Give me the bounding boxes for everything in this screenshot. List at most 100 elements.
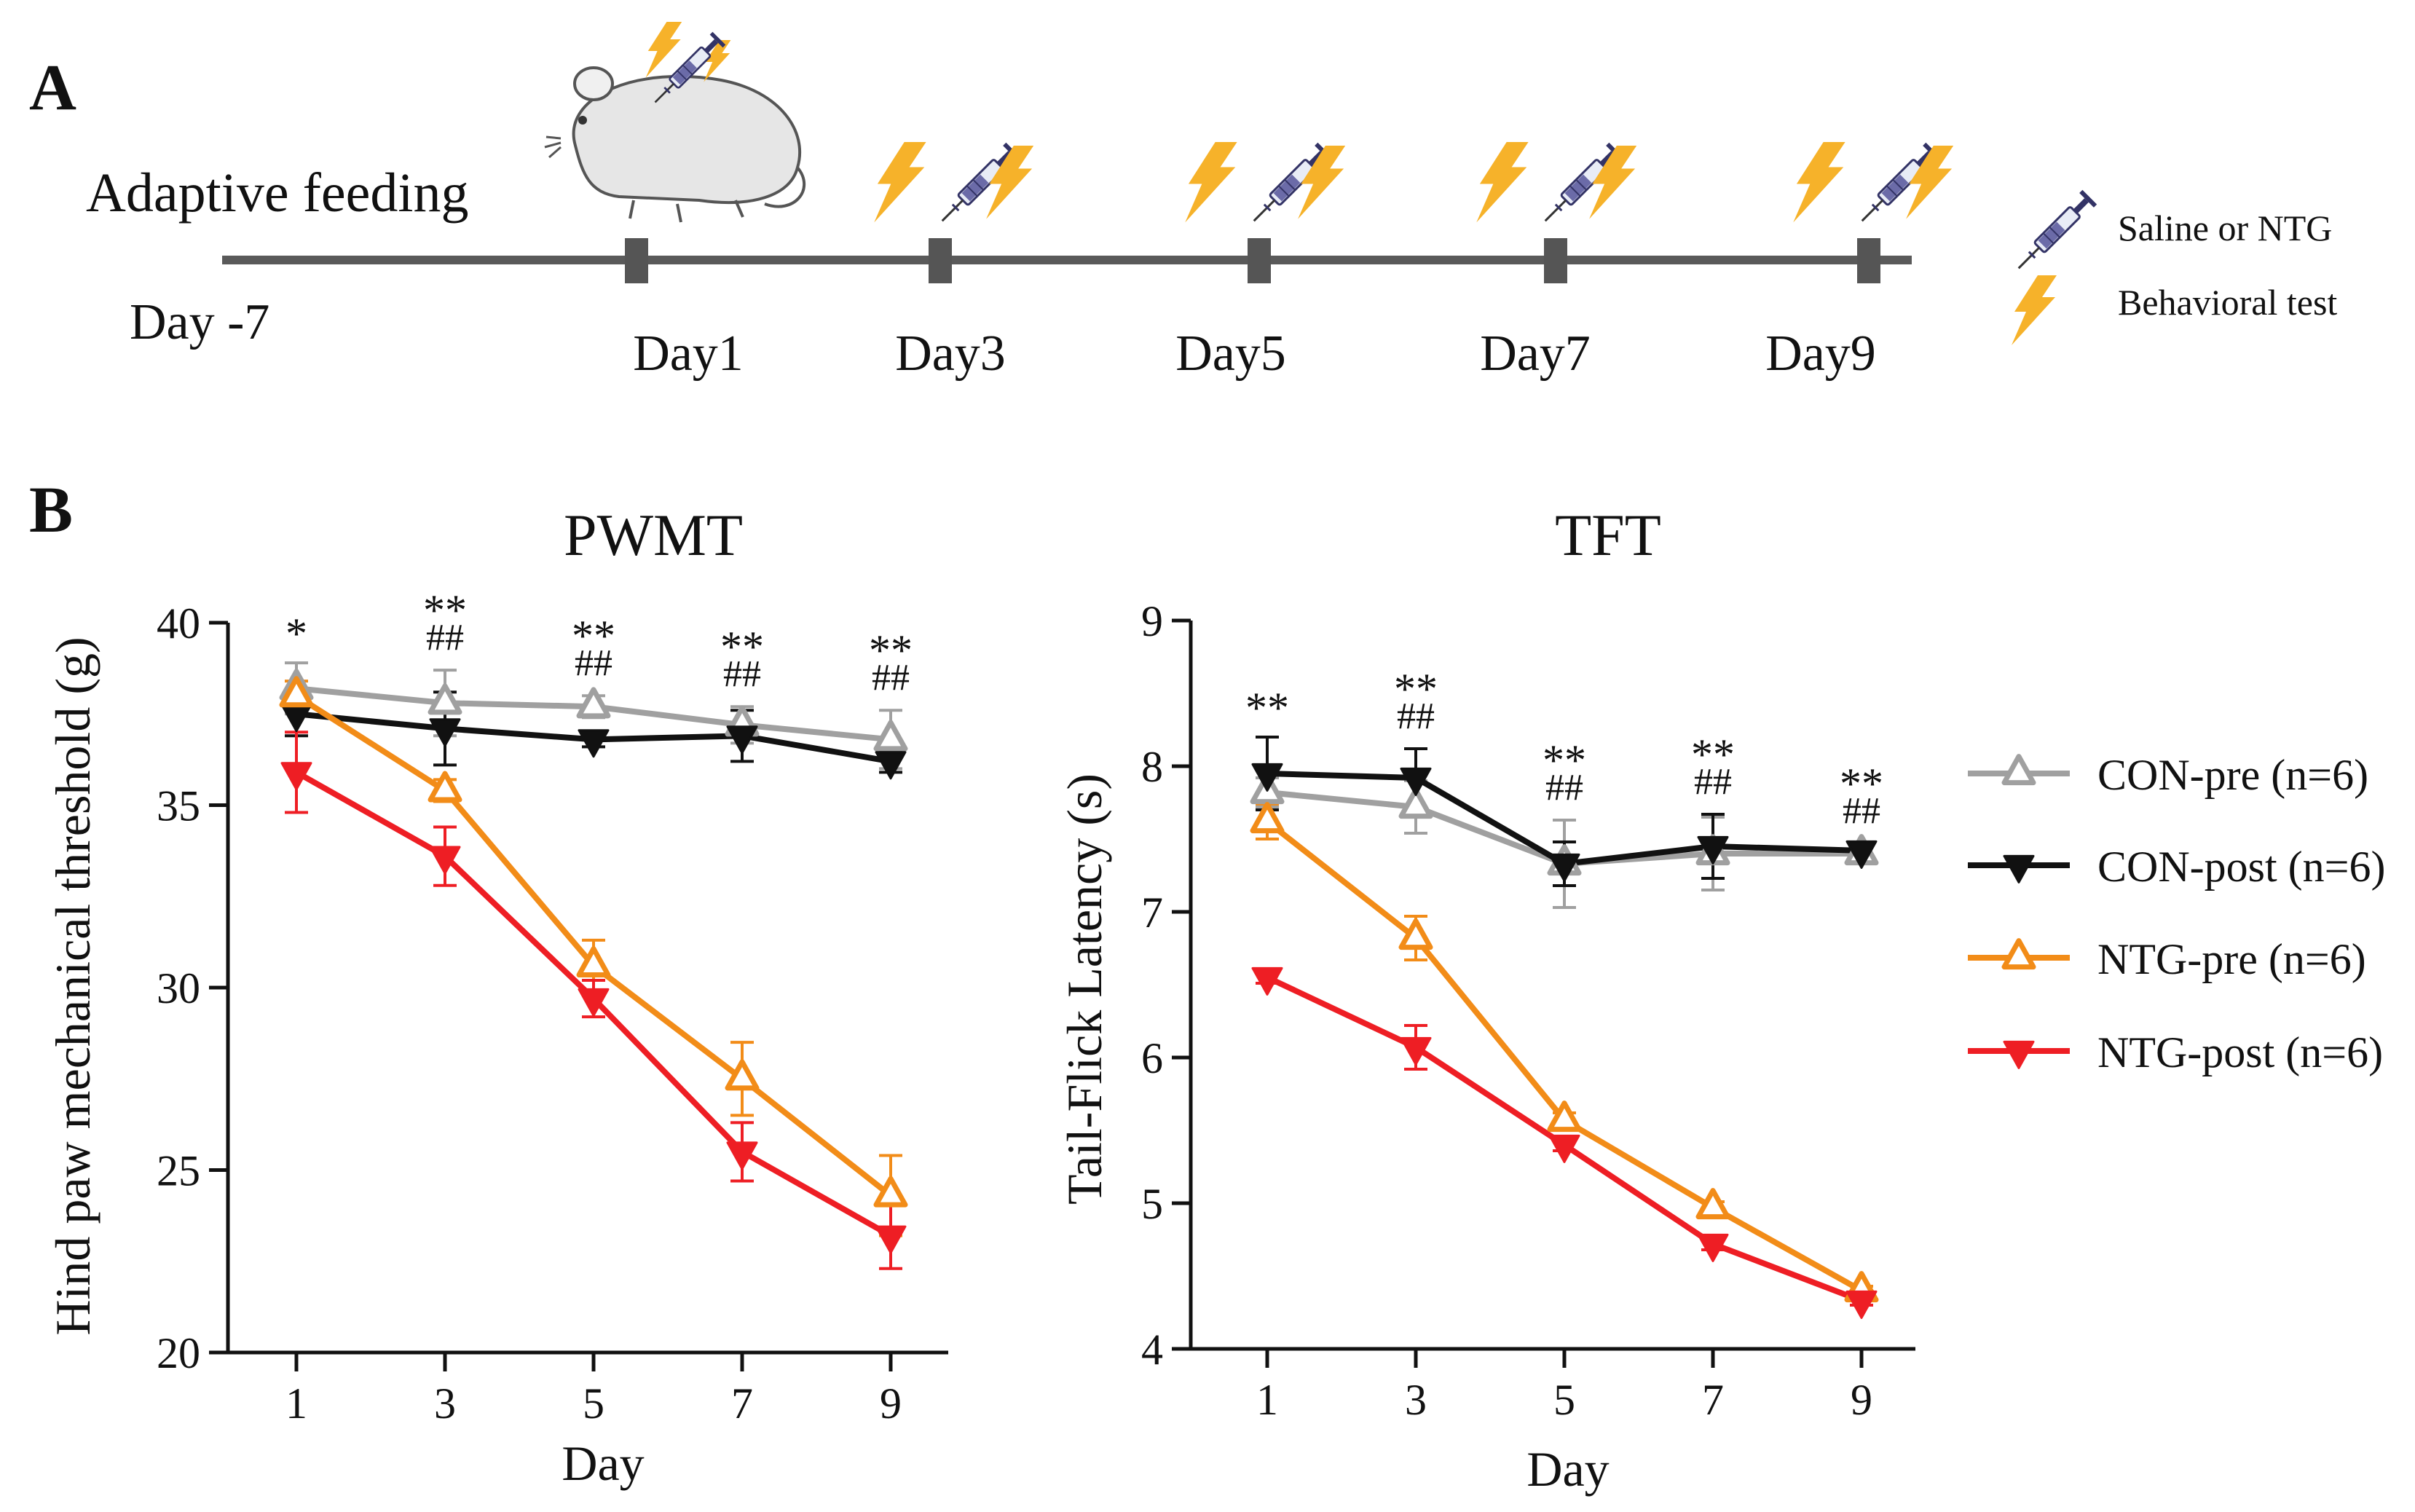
timeline-tick [929,238,952,283]
significance-star: ** [423,586,467,634]
lightning-icon [986,146,1034,219]
data-point-con-post [1400,767,1432,796]
lightning-icon [874,142,926,223]
data-point-ntg-post [578,988,610,1017]
tft-markers [1250,763,1879,1319]
injection-group [1476,141,1637,229]
x-tick-label: 5 [1553,1376,1575,1424]
significance-hash: ## [723,653,761,695]
x-tick-label: 9 [1851,1376,1872,1424]
tft-axes [1189,621,1915,1351]
x-tick-label: 1 [285,1379,307,1428]
data-point-con-pre [873,720,908,752]
significance-hash: ## [426,617,464,658]
legend-marker [2001,754,2036,786]
data-point-ntg-pre [1547,1100,1582,1133]
x-tick-label: 5 [583,1379,604,1428]
lightning-icon [2012,275,2057,345]
pwmt-chart: PWMT Day Hind paw mechanical threshold (… [45,502,948,1491]
legend-label: CON-pre (n=6) [2097,751,2368,799]
timeline-tick [625,238,648,283]
data-point-con-post [429,718,461,747]
data-point-con-pre [576,687,611,719]
significance-hash: ## [575,642,612,684]
y-tick-label: 40 [157,599,200,647]
injection-group [874,141,1034,229]
mouse-icon [544,66,806,223]
adaptive-feeding-label: Adaptive feeding [86,162,468,224]
data-point-ntg-pre [279,676,314,708]
y-tick-label: 4 [1141,1326,1163,1374]
y-tick-label: 7 [1141,889,1163,937]
significance-star: * [285,610,307,658]
legend-label: NTG-pre (n=6) [2097,935,2366,983]
pwmt-annotations: * ##**##**##**##** [285,586,913,698]
y-tick-label: 5 [1141,1180,1163,1228]
data-point-con-post [578,729,610,758]
lightning-icon [1185,142,1237,223]
legend-marker [2003,1040,2035,1069]
x-tick-label: 9 [880,1379,902,1428]
lightning-icon [1476,142,1529,223]
lightning-icon [645,22,682,78]
tft-title: TFT [1555,502,1661,568]
significance-star: ** [720,623,764,671]
data-point-ntg-post [875,1225,907,1254]
timeline-day-label: Day7 [1480,326,1591,382]
significance-star: ** [572,612,615,660]
y-tick-label: 8 [1141,743,1163,791]
data-point-con-post [875,751,907,780]
x-tick-label: 7 [731,1379,753,1428]
y-tick-label: 6 [1141,1034,1163,1082]
data-point-ntg-post [1400,1036,1432,1066]
data-point-ntg-post [1845,1290,1878,1319]
y-tick-label: 20 [157,1329,200,1377]
timeline-tick [1857,238,1880,283]
tft-chart: TFT Day Tail-Flick Latency (s) 4 5 6 7 8 9 1 3 5… [1057,502,1915,1497]
legend-item: CON-post (n=6) [1968,843,2385,891]
lightning-icon [1906,146,1954,219]
significance-star: ** [1840,760,1883,808]
significance-hash: ## [1843,790,1880,832]
x-tick-label: 3 [1405,1376,1427,1424]
legend-behavior-label: Behavioral test [2118,282,2337,323]
legend-label: CON-post (n=6) [2097,843,2385,891]
timeline-day-label: Day5 [1175,326,1286,382]
data-point-ntg-pre [428,771,462,803]
data-point-con-post [726,725,758,755]
injection-group [1793,141,1954,229]
data-point-ntg-post [1548,1134,1580,1163]
legend-label: NTG-post (n=6) [2097,1028,2383,1076]
timeline-day-label: Day1 [633,326,744,382]
tft-errorbars [1256,736,1873,1307]
panel-b-letter: B [29,474,73,546]
pwmt-ylabel: Hind paw mechanical threshold (g) [45,637,101,1335]
day-minus7-label: Day -7 [130,294,269,350]
lightning-icon [1793,142,1845,223]
significance-star: ** [869,626,913,674]
significance-hash: ## [1397,696,1435,737]
legend-marker [2003,854,2035,883]
lightning-icon [1589,146,1637,219]
x-tick-label: 1 [1256,1376,1278,1424]
data-point-ntg-post [726,1141,758,1170]
timeline-tick [1544,238,1567,283]
data-point-ntg-pre [725,1059,760,1091]
legend-item: CON-pre (n=6) [1968,751,2368,799]
y-tick-label: 25 [157,1147,200,1195]
y-tick-label: 9 [1141,597,1163,645]
timeline-tick [1248,238,1271,283]
panel-a-letter: A [29,52,76,124]
tft-ticks: 4 5 6 7 8 9 1 3 5 7 9 [1141,597,1872,1424]
significance-hash: ## [872,657,910,698]
y-tick-label: 30 [157,964,200,1012]
pwmt-title: PWMT [564,502,743,568]
legend-item: NTG-pre (n=6) [1968,935,2366,983]
data-point-ntg-pre [1695,1188,1730,1220]
data-point-ntg-pre [1398,918,1433,950]
x-tick-label: 7 [1702,1376,1724,1424]
panel-b: B PWMT Day Hind paw mechanical threshold… [29,474,2385,1497]
data-point-con-post [1548,853,1580,882]
